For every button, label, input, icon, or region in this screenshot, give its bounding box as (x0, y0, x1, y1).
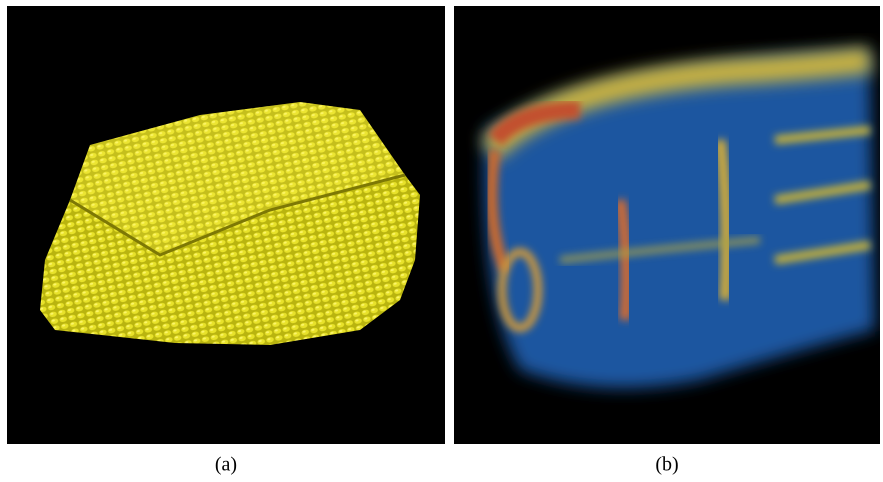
streak (720, 140, 727, 300)
figure: (a) (b) (0, 0, 883, 482)
streak (620, 200, 627, 320)
page: (a) (b) (() => { const data = JSON.parse… (0, 0, 883, 482)
caption: (b) (655, 454, 678, 476)
panel-a (7, 6, 445, 444)
panel-b (454, 6, 880, 444)
caption: (a) (215, 454, 237, 476)
